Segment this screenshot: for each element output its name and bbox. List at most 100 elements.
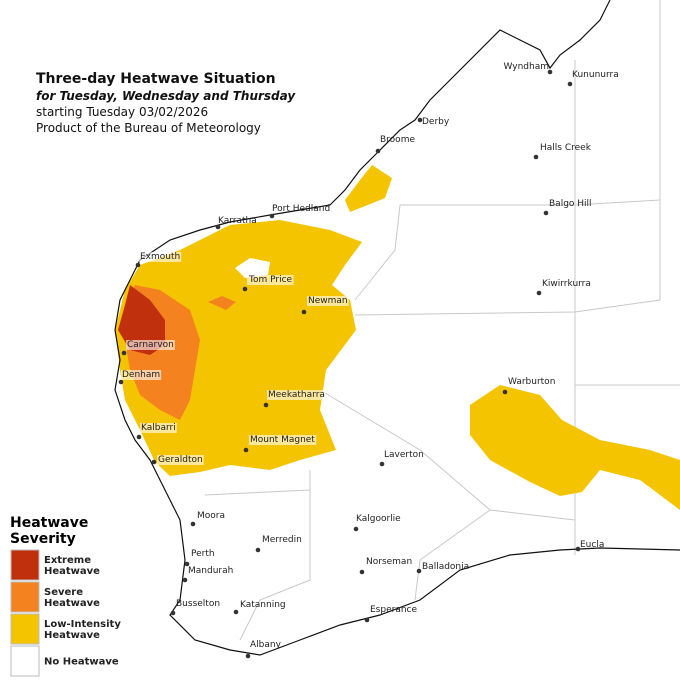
coastline	[114, 0, 680, 656]
town-dot	[136, 434, 142, 440]
town-label: Moora	[197, 511, 225, 521]
legend-label: No Heatwave	[44, 657, 119, 668]
town-label: Norseman	[366, 557, 412, 567]
town-dot	[533, 154, 539, 160]
town-label: Carnarvon	[127, 340, 174, 350]
town: Merredin	[255, 535, 302, 553]
town-label: Kalgoorlie	[356, 514, 401, 524]
town-dot	[263, 402, 269, 408]
town-dot	[243, 447, 249, 453]
town-dot	[543, 210, 549, 216]
town: Newman	[301, 296, 349, 315]
town-label: Albany	[250, 640, 282, 650]
town: Meekatharra	[263, 390, 326, 408]
town-label: Kalbarri	[141, 423, 176, 433]
legend: Heatwave Severity ExtremeHeatwaveSevereH…	[10, 515, 121, 677]
town-label: Warburton	[508, 377, 555, 387]
product: Product of the Bureau of Meteorology	[36, 121, 261, 135]
label-background	[249, 435, 317, 445]
town-label: Mount Magnet	[250, 435, 315, 445]
town: Kalbarri	[136, 423, 177, 440]
town-label: Halls Creek	[540, 143, 592, 153]
town-dot	[502, 389, 508, 395]
label-background	[140, 423, 177, 433]
town-label: Port Hedland	[272, 204, 330, 214]
town-label: Geraldton	[158, 455, 203, 465]
severe-area	[208, 296, 236, 310]
town-dot	[353, 526, 359, 532]
extreme-area	[118, 285, 165, 355]
town: Esperance	[364, 605, 417, 623]
town-label: Laverton	[384, 450, 424, 460]
title: Three-day Heatwave Situation	[36, 71, 276, 87]
label-background	[126, 340, 175, 350]
label-background	[307, 296, 349, 306]
town: Geraldton	[151, 455, 204, 465]
town-label: Meekatharra	[268, 390, 325, 400]
town-dot	[575, 546, 581, 552]
legend-label: Heatwave	[44, 630, 100, 641]
label-background	[267, 390, 326, 400]
label-background	[157, 455, 204, 465]
label-background	[121, 370, 162, 380]
town-label: Eucla	[580, 540, 604, 550]
town-dot	[536, 290, 542, 296]
town-label: Balladonia	[422, 562, 469, 572]
legend-title: Severity	[10, 531, 76, 547]
town-label: Karratha	[218, 216, 257, 226]
town: Exmouth	[135, 252, 182, 268]
town-label: Mandurah	[188, 566, 233, 576]
town: Eucla	[575, 540, 604, 552]
no-heatwave-patch	[235, 258, 270, 278]
town-label: Newman	[308, 296, 348, 306]
town-dot	[135, 262, 141, 268]
town: Katanning	[233, 600, 286, 615]
borders	[204, 0, 680, 641]
town-label: Esperance	[370, 605, 417, 615]
subtitle: for Tuesday, Wednesday and Thursday	[36, 89, 296, 103]
town-label: Denham	[122, 370, 160, 380]
town: Broome	[375, 135, 415, 154]
region-border	[354, 299, 661, 316]
town: Halls Creek	[533, 143, 592, 160]
town-label: Kiwirrkurra	[542, 279, 591, 289]
town-label: Busselton	[176, 599, 220, 609]
town-dot	[184, 561, 190, 567]
legend-swatch	[10, 613, 40, 645]
region-border	[414, 509, 491, 601]
town-dot	[567, 81, 573, 87]
header: Three-day Heatwave Situation for Tuesday…	[36, 71, 296, 135]
town-label: Katanning	[240, 600, 286, 610]
town: Carnarvon	[121, 340, 175, 356]
legend-swatch	[10, 549, 40, 581]
town: Perth	[184, 549, 215, 567]
region-border	[204, 489, 311, 496]
town: Laverton	[379, 450, 424, 467]
town: Warburton	[502, 377, 555, 395]
town: Busselton	[170, 599, 220, 616]
town: Port Hedland	[269, 204, 330, 219]
town-dot	[255, 547, 261, 553]
towns: Wyndham Kununurra Derby Broome Halls Creek Ba…	[118, 62, 619, 659]
town-label: Wyndham	[504, 62, 549, 72]
town: Tom Price	[242, 275, 294, 292]
town: Mandurah	[182, 566, 233, 583]
town-label: Tom Price	[248, 275, 293, 285]
low-intensity-area	[345, 165, 392, 212]
town-dot	[215, 224, 221, 230]
town-dot	[245, 653, 251, 659]
town-dot	[375, 148, 381, 154]
start-date: starting Tuesday 03/02/2026	[36, 105, 208, 119]
town: Wyndham	[504, 62, 553, 75]
town-dot	[416, 568, 422, 574]
town-label: Merredin	[262, 535, 302, 545]
town: Balgo Hill	[543, 199, 592, 216]
heatwave-areas	[115, 165, 680, 510]
town-dot	[151, 459, 157, 465]
town-label: Balgo Hill	[549, 199, 592, 209]
town: Mount Magnet	[243, 435, 317, 453]
legend-label: Severe	[44, 587, 83, 598]
legend-swatch	[10, 581, 40, 613]
town-dot	[301, 309, 307, 315]
